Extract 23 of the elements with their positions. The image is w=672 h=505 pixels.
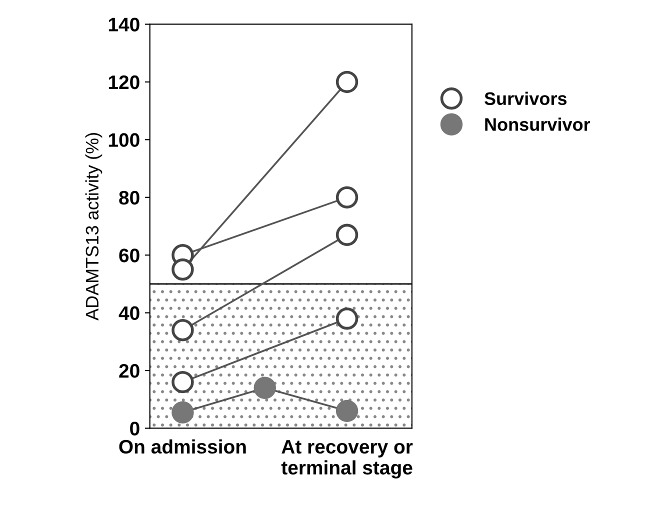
point [254, 376, 276, 399]
y-tick-label: 60 [119, 248, 140, 262]
y-tick-label: 140 [108, 18, 140, 32]
point [336, 400, 358, 422]
point [172, 370, 194, 394]
y-tick-label: 20 [119, 364, 140, 378]
legend-label: Survivors [484, 92, 567, 106]
legend-label: Nonsurvivor [485, 118, 590, 131]
y-tick-label: 80 [119, 190, 140, 205]
y-tick-label: 0 [130, 422, 140, 436]
y-axis-title: ADAMTS13 activity (%) [85, 133, 102, 321]
y-tick-label: 40 [118, 306, 140, 320]
x-tick-label: On admission [119, 439, 246, 454]
y-tick-label: 100 [108, 133, 140, 147]
point [336, 70, 358, 94]
y-tick-label: 120 [108, 75, 140, 90]
point [172, 258, 194, 281]
point [336, 307, 358, 330]
point [172, 401, 194, 424]
x-tick-label: At recovery or terminal stage [281, 440, 413, 479]
point [336, 186, 358, 208]
point [172, 319, 194, 342]
point [336, 224, 358, 246]
